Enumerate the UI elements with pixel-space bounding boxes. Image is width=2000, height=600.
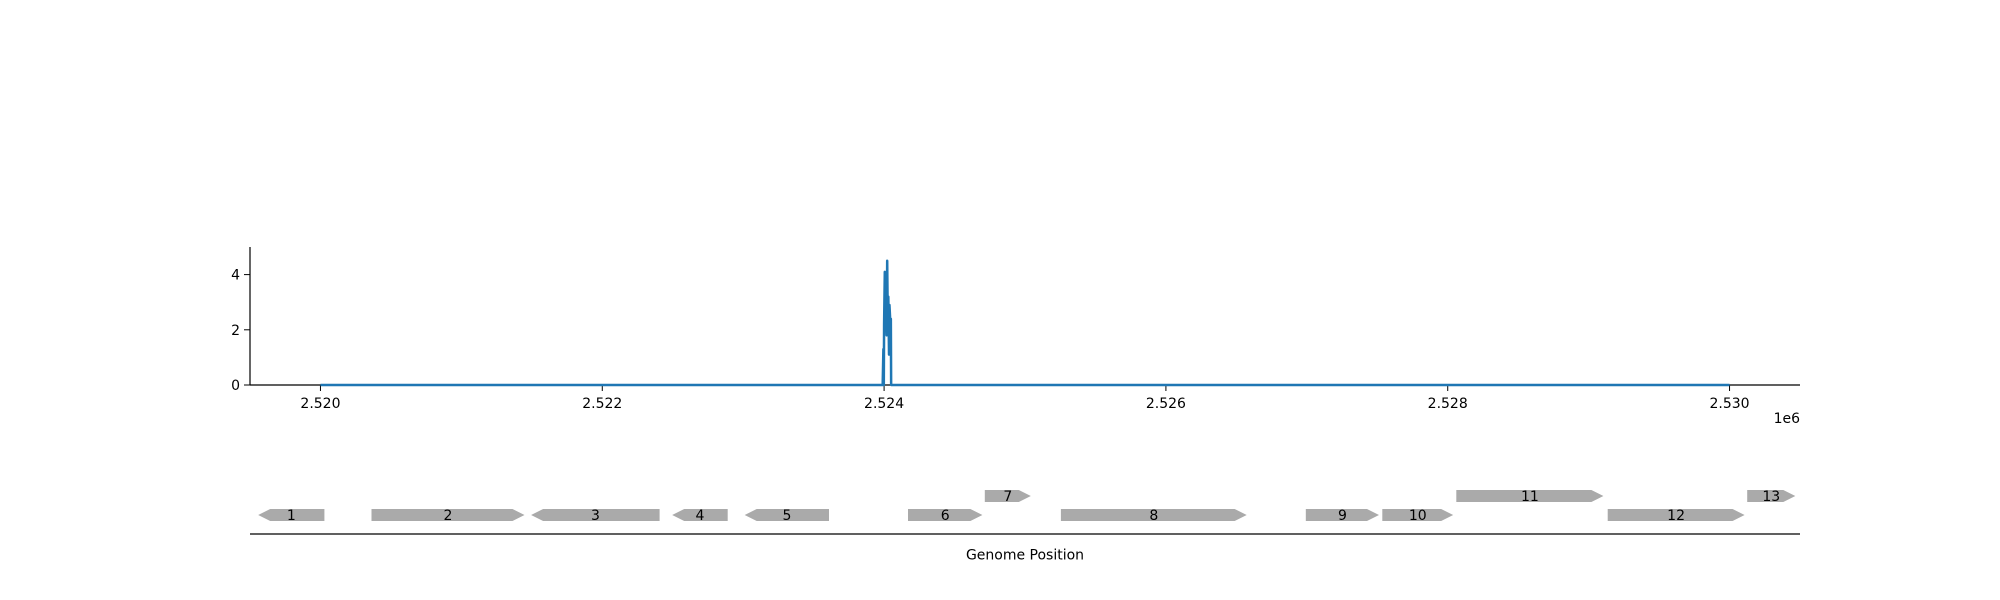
y-ticks: 0 2 4 xyxy=(231,268,250,394)
gene-label-4: 4 xyxy=(695,508,704,524)
gene-feature-5 xyxy=(744,509,829,521)
x-tick-label: 2.520 xyxy=(300,396,340,412)
gene-label-6: 6 xyxy=(941,508,950,524)
gene-feature-7 xyxy=(984,490,1031,502)
gene-feature-8 xyxy=(1060,509,1247,521)
gene-label-9: 9 xyxy=(1338,508,1347,524)
gene-feature-1 xyxy=(258,509,325,521)
x-axis-label: Genome Position xyxy=(966,548,1084,564)
x-tick-label: 2.522 xyxy=(582,396,622,412)
x-offset-label: 1e6 xyxy=(1774,411,1801,427)
gene-label-10: 10 xyxy=(1409,508,1427,524)
gene-feature-6 xyxy=(908,509,983,521)
x-ticks: 2.520 2.522 2.524 2.526 2.528 2.530 xyxy=(300,385,1750,412)
gene-label-7: 7 xyxy=(1003,489,1012,505)
gene-feature-13 xyxy=(1747,490,1796,502)
y-tick-label: 0 xyxy=(231,378,240,394)
coverage-panel: 0 2 4 2.520 2.522 2.524 2.526 2.528 2.530 1e6 xyxy=(231,247,1800,427)
gene-label-3: 3 xyxy=(591,508,600,524)
gene-label-5: 5 xyxy=(782,508,791,524)
gene-feature-3 xyxy=(531,509,660,521)
gene-feature-11 xyxy=(1456,490,1604,502)
gene-feature-9 xyxy=(1305,509,1379,521)
gene-label-2: 2 xyxy=(444,508,453,524)
y-tick-label: 4 xyxy=(231,268,240,284)
gene-feature-12 xyxy=(1607,509,1745,521)
gene-label-1: 1 xyxy=(287,508,296,524)
y-tick-label: 2 xyxy=(231,323,240,339)
gene-label-11: 11 xyxy=(1521,489,1539,505)
gene-label-13: 13 xyxy=(1762,489,1780,505)
x-tick-label: 2.524 xyxy=(864,396,904,412)
gene-feature-10 xyxy=(1382,509,1454,521)
x-tick-label: 2.530 xyxy=(1709,396,1749,412)
x-tick-label: 2.526 xyxy=(1146,396,1186,412)
gene-label-12: 12 xyxy=(1667,508,1685,524)
x-tick-label: 2.528 xyxy=(1428,396,1468,412)
gene-feature-4 xyxy=(672,509,728,521)
coverage-line xyxy=(320,259,1730,387)
gene-feature-2 xyxy=(371,509,525,521)
gene-label-8: 8 xyxy=(1149,508,1158,524)
